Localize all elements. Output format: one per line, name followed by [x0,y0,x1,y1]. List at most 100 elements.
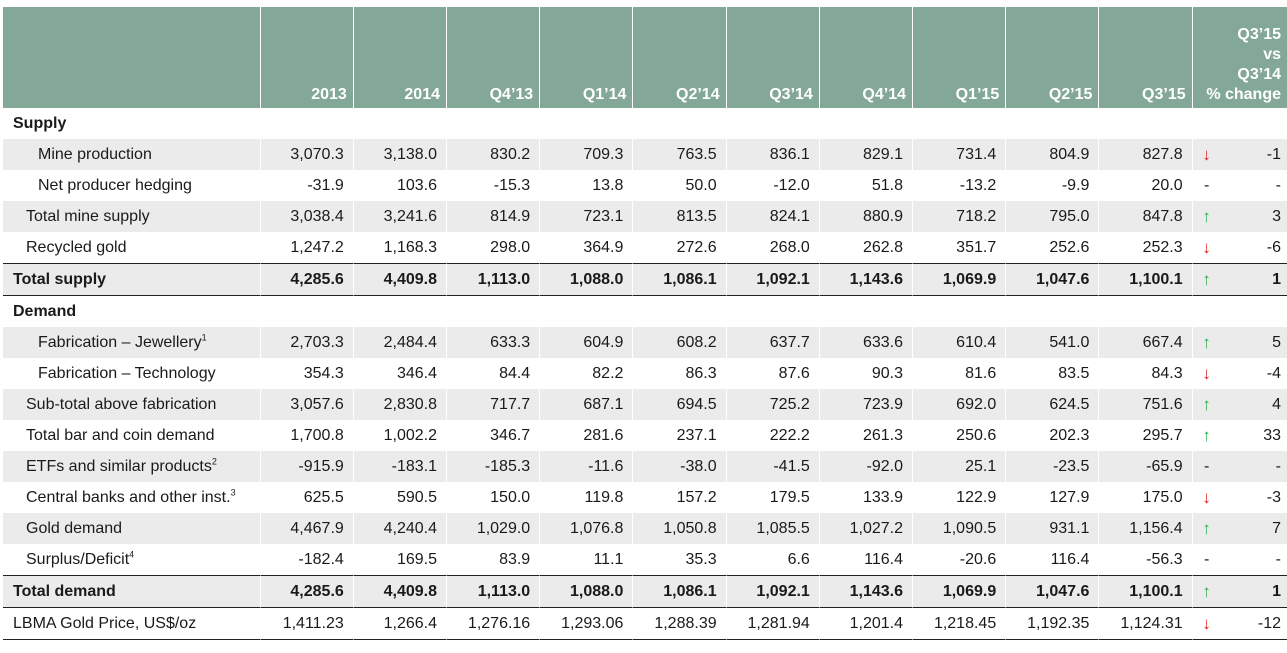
value-cell: 90.3 [818,358,912,389]
row-label: Central banks and other inst. [26,488,231,506]
trend-dash: - [1203,457,1210,475]
value-cell: -38.0 [632,451,726,482]
value-cell: 250.6 [912,420,1005,451]
header-label-cell [3,7,260,108]
value-cell: 2,830.8 [352,389,446,420]
value-cell: -20.6 [912,544,1006,576]
value-cell: 624.5 [1005,389,1099,420]
row-label-cell: Sub-total above fabrication [3,389,260,420]
value-cell: 2,703.3 [259,327,353,358]
value-cell: 3,070.3 [259,139,353,170]
value-cell: 20.0 [1098,170,1191,201]
value-cell: 116.4 [818,544,913,576]
value-cell: 281.6 [539,420,632,451]
value-cell: 1,088.0 [539,264,633,296]
pct-change-wrap: -- [1193,551,1287,569]
value-cell: 1,092.1 [725,264,819,296]
pct-change-cell: ↑ 33 [1191,420,1287,451]
value-cell: 541.0 [1005,327,1099,358]
value-cell: 35.3 [632,544,726,576]
value-cell: 590.5 [352,482,446,513]
value-cell: 1,100.1 [1098,576,1192,608]
value-cell: 84.4 [446,358,539,389]
pct-change-cell: ↓ -6 [1191,232,1287,264]
value-cell: 763.5 [632,139,726,170]
value-cell: -185.3 [446,451,540,482]
row-label: Total mine supply [26,207,150,225]
value-cell: 723.9 [818,389,913,420]
pct-change-value: 5 [1272,333,1281,351]
value-cell: 261.3 [818,420,912,451]
pct-change-cell: ↑ 7 [1191,513,1287,544]
row-label: Net producer hedging [38,176,192,194]
value-cell: 4,285.6 [259,576,353,608]
value-cell: 1,090.5 [912,513,1006,544]
row-label-cell: Total mine supply [3,201,260,232]
value-cell: -15.3 [446,170,539,201]
pct-change-value: 3 [1272,207,1281,225]
row-label: Sub-total above fabrication [26,395,217,413]
row-label: ETFs and similar products [26,457,212,475]
value-cell: 119.8 [539,482,632,513]
row-label-cell: Central banks and other inst.3 [3,482,260,513]
table-row: ETFs and similar products2 -915.9 -183.1 -1… [3,451,1287,482]
row-label-cell: Recycled gold [3,232,260,264]
row-label: Fabrication – Technology [38,364,216,382]
pct-change-value: -3 [1266,488,1281,506]
value-cell: 3,241.6 [352,201,446,232]
pct-change-cell: ↑ 1 [1191,576,1287,608]
pct-change-value: - [1275,457,1281,475]
value-cell: 272.6 [632,232,726,264]
value-cell: 1,293.06 [539,608,633,640]
value-cell: 1,047.6 [1005,576,1099,608]
header-pct-line: % change [1206,86,1281,103]
pct-change-wrap: ↓ -6 [1193,239,1287,257]
value-cell: 295.7 [1098,420,1191,451]
value-cell: 1,029.0 [446,513,540,544]
section-heading-supply: Supply [3,108,1287,139]
value-cell: 1,281.94 [725,608,819,640]
pct-change-cell: ↓ -3 [1191,482,1287,513]
footnote-marker: 2 [211,456,217,467]
pct-change-value: -6 [1266,238,1281,256]
pct-change-value: -12 [1257,614,1281,632]
value-cell: 827.8 [1098,139,1192,170]
value-cell: 795.0 [1005,201,1099,232]
value-cell: 81.6 [912,358,1005,389]
arrow-up-icon: ↑ [1202,518,1211,538]
value-cell: 1,201.4 [818,608,913,640]
pct-change-value: - [1275,176,1281,194]
value-cell: 1,288.39 [632,608,726,640]
pct-change-cell: ↑ 4 [1191,389,1287,420]
header-q4-14: Q4’14 [818,7,913,108]
table-row: Gold demand 4,467.9 4,240.4 1,029.0 1,076.8 1… [3,513,1287,544]
header-pct-line: Q3’14 [1237,66,1281,83]
value-cell: 731.4 [912,139,1006,170]
value-cell: 1,276.16 [446,608,540,640]
arrow-up-icon: ↑ [1202,269,1211,289]
value-cell: 694.5 [632,389,726,420]
value-cell: -65.9 [1098,451,1192,482]
value-cell: 1,411.23 [259,608,353,640]
value-cell: 1,113.0 [446,264,540,296]
header-q2-15: Q2’15 [1005,7,1099,108]
pct-change-cell: -- [1191,451,1287,482]
row-label-cell: ETFs and similar products2 [3,451,260,482]
header-q1-15: Q1’15 [912,7,1006,108]
value-cell: 1,156.4 [1098,513,1192,544]
header-q4-13: Q4’13 [446,7,540,108]
value-cell: -9.9 [1005,170,1098,201]
value-cell: 1,700.8 [259,420,353,451]
value-cell: 830.2 [446,139,540,170]
pct-change-value: 33 [1263,426,1281,444]
pct-change-wrap: -- [1193,458,1287,476]
pct-change-value: -4 [1266,364,1281,382]
table-row: Total mine supply 3,038.4 3,241.6 814.9 723.… [3,201,1287,232]
header-year-2013: 2013 [259,7,353,108]
value-cell: 346.7 [446,420,539,451]
table-row: Surplus/Deficit4 -182.4 169.5 83.9 11.1 35.3 6… [3,544,1287,576]
pct-change-value: 4 [1272,395,1281,413]
value-cell: 1,113.0 [446,576,540,608]
value-cell: 83.5 [1005,358,1098,389]
